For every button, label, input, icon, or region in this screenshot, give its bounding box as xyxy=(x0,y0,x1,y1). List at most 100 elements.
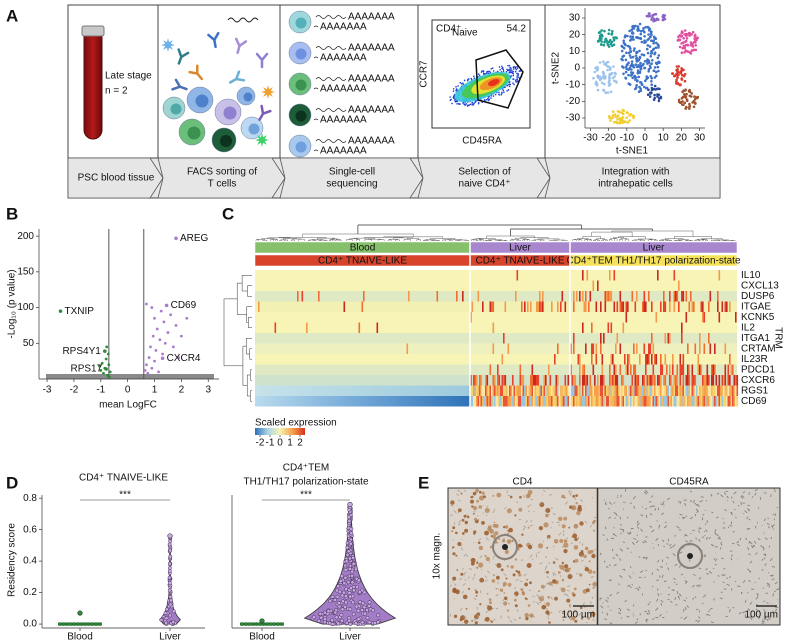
blood-tube xyxy=(83,33,103,140)
tissue-fiber xyxy=(645,556,648,560)
gene-label: AREG xyxy=(180,233,209,244)
heatmap-cell xyxy=(564,301,567,312)
cell-dot xyxy=(339,574,344,578)
vessel xyxy=(492,534,518,560)
step-label: naive CD4⁺ xyxy=(459,179,511,190)
tissue-fiber xyxy=(770,494,772,498)
stained-cell xyxy=(460,492,463,495)
tissue-fiber xyxy=(685,580,688,584)
tissue-fiber xyxy=(590,601,592,605)
heatmap-row xyxy=(570,322,737,333)
tsne-cell xyxy=(657,97,661,100)
tissue-fiber xyxy=(561,545,564,549)
heatmap-cell xyxy=(684,396,686,407)
heatmap-row xyxy=(255,280,470,291)
heatmap-cell xyxy=(715,375,718,386)
heatmap-cell xyxy=(718,375,721,386)
tissue-fiber xyxy=(717,537,720,539)
tsne-cell xyxy=(613,120,616,124)
stained-cell xyxy=(524,613,529,618)
heatmap-cell xyxy=(624,354,626,365)
stained-cell xyxy=(539,596,544,602)
tsne-cell xyxy=(694,44,697,47)
cell-dot xyxy=(79,622,84,626)
tissue-fiber xyxy=(622,529,625,533)
heatmap-cell xyxy=(474,385,477,396)
heatmap-cell xyxy=(658,375,661,386)
facs-event xyxy=(485,72,488,75)
tissue-fiber xyxy=(728,576,731,579)
heatmap-cell xyxy=(699,385,701,396)
heatmap-cell xyxy=(700,385,703,396)
heatmap-cell xyxy=(619,301,622,312)
tissue-fiber xyxy=(764,553,767,557)
tissue-fiber xyxy=(763,609,766,613)
tissue-fiber xyxy=(567,490,571,493)
stained-cell xyxy=(527,505,530,508)
tissue-fiber xyxy=(541,595,545,597)
facs-event xyxy=(452,88,455,90)
facs-event xyxy=(452,90,455,92)
heatmap-cell xyxy=(603,385,605,396)
gene-label: RPS4Y1 xyxy=(62,346,101,357)
heatmap-cell xyxy=(642,375,644,386)
facs-event xyxy=(516,78,519,81)
gene-point xyxy=(106,352,110,356)
heatmap-cell xyxy=(521,375,523,386)
heatmap-cell xyxy=(705,385,707,396)
tissue-fiber xyxy=(689,540,693,542)
heatmap-cell xyxy=(645,385,647,396)
cell-dot xyxy=(339,613,344,617)
tissue-fiber xyxy=(451,581,454,583)
tissue-fiber xyxy=(627,585,629,588)
tissue-fiber xyxy=(652,585,654,588)
x-tick-label: 20 xyxy=(676,133,688,144)
heatmap-cell xyxy=(616,375,619,386)
heatmap-cell xyxy=(497,396,499,407)
tissue-fiber xyxy=(600,605,604,609)
tissue-fiber xyxy=(660,503,663,505)
heatmap-cell xyxy=(610,354,613,365)
tissue-fiber xyxy=(580,559,584,562)
tissue-fiber xyxy=(754,525,757,529)
stained-cell xyxy=(483,495,486,499)
heatmap-cell xyxy=(534,396,537,407)
tissue-fiber xyxy=(570,542,574,545)
facs-event xyxy=(477,73,480,75)
stained-cell xyxy=(519,495,522,499)
tsne-cell xyxy=(679,101,683,104)
facs-event xyxy=(466,105,469,107)
heatmap-cell xyxy=(711,375,713,386)
tsne-cell xyxy=(626,44,630,48)
facs-event xyxy=(498,94,501,96)
y-tick-label: 10 xyxy=(569,46,581,57)
heatmap-cell xyxy=(711,396,713,407)
heatmap-cell xyxy=(616,385,619,396)
cell-dot xyxy=(171,609,176,614)
facs-event xyxy=(490,95,493,97)
tissue-fiber xyxy=(568,492,572,496)
tsne-cell xyxy=(641,64,644,67)
tsne-cell xyxy=(657,69,660,73)
heatmap-cell xyxy=(718,385,721,396)
heatmap-cell xyxy=(563,396,565,407)
tsne-cell xyxy=(600,43,603,46)
tissue-fiber xyxy=(772,593,775,597)
heatmap-cell xyxy=(479,396,481,407)
tsne-cell xyxy=(622,47,626,50)
heatmap-cell xyxy=(619,396,622,407)
facs-event xyxy=(455,85,457,88)
tissue-fiber xyxy=(663,580,667,583)
heatmap-cell xyxy=(552,385,555,396)
tissue-fiber xyxy=(453,583,457,587)
heatmap-cell xyxy=(482,301,484,312)
cell-dot xyxy=(240,622,244,626)
heatmap-cell xyxy=(642,301,644,312)
heatmap-row xyxy=(570,354,737,365)
tissue-fiber xyxy=(622,508,625,510)
stained-cell xyxy=(478,545,484,551)
heatmap-cell xyxy=(651,301,653,312)
heatmap-cell xyxy=(660,375,662,386)
cell-dot xyxy=(247,622,251,626)
tsne-cell xyxy=(680,67,683,70)
